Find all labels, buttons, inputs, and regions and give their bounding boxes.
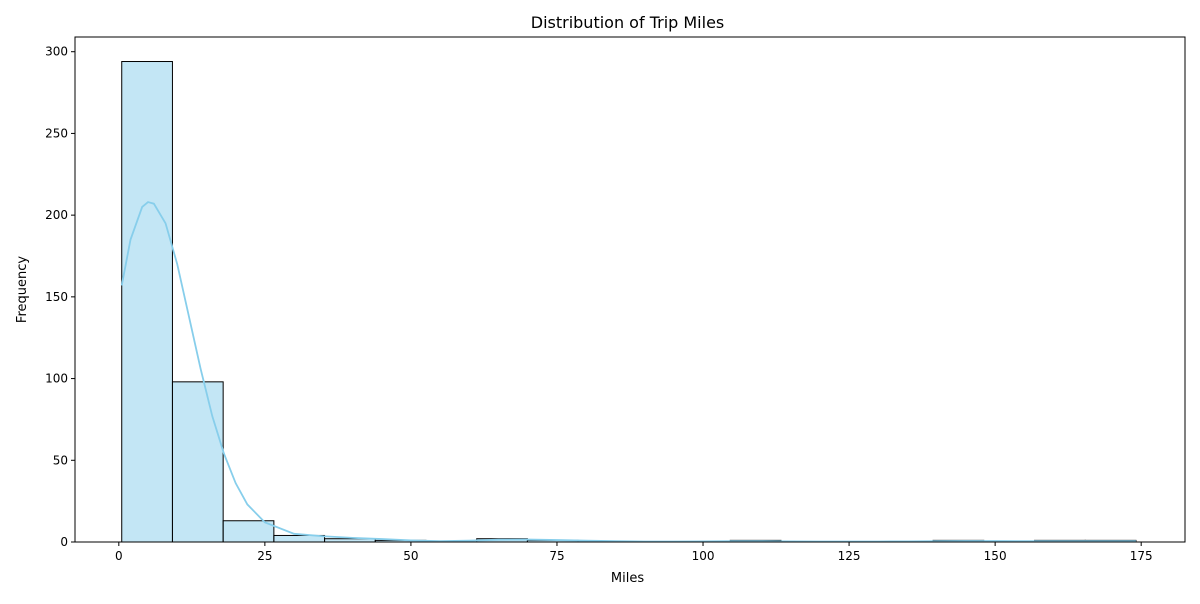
x-tick-label: 50 <box>403 549 418 563</box>
x-axis-label: Miles <box>611 571 644 586</box>
plot-area <box>75 37 1185 542</box>
y-axis-label: Frequency <box>15 256 30 323</box>
x-tick-label: 175 <box>1130 549 1153 563</box>
axes-frame <box>74 36 1186 543</box>
y-tick-label: 150 <box>45 290 68 304</box>
histogram-bar <box>171 381 224 543</box>
kde-curve <box>120 201 1136 543</box>
x-tick-label: 100 <box>692 549 715 563</box>
x-tick-label: 25 <box>257 549 272 563</box>
x-tick-label: 150 <box>984 549 1007 563</box>
x-tick-label: 125 <box>838 549 861 563</box>
histogram-bar <box>121 61 173 543</box>
y-tick-label: 200 <box>45 208 68 222</box>
x-tick-label: 0 <box>115 549 123 563</box>
y-tick-label: 250 <box>45 126 68 140</box>
x-tick-label: 75 <box>549 549 564 563</box>
y-tick-label: 50 <box>53 453 68 467</box>
chart-title: Distribution of Trip Miles <box>531 13 725 32</box>
y-tick-label: 0 <box>60 535 68 549</box>
y-tick-label: 300 <box>45 45 68 59</box>
y-tick-label: 100 <box>45 372 68 386</box>
histogram-bar <box>222 520 275 543</box>
